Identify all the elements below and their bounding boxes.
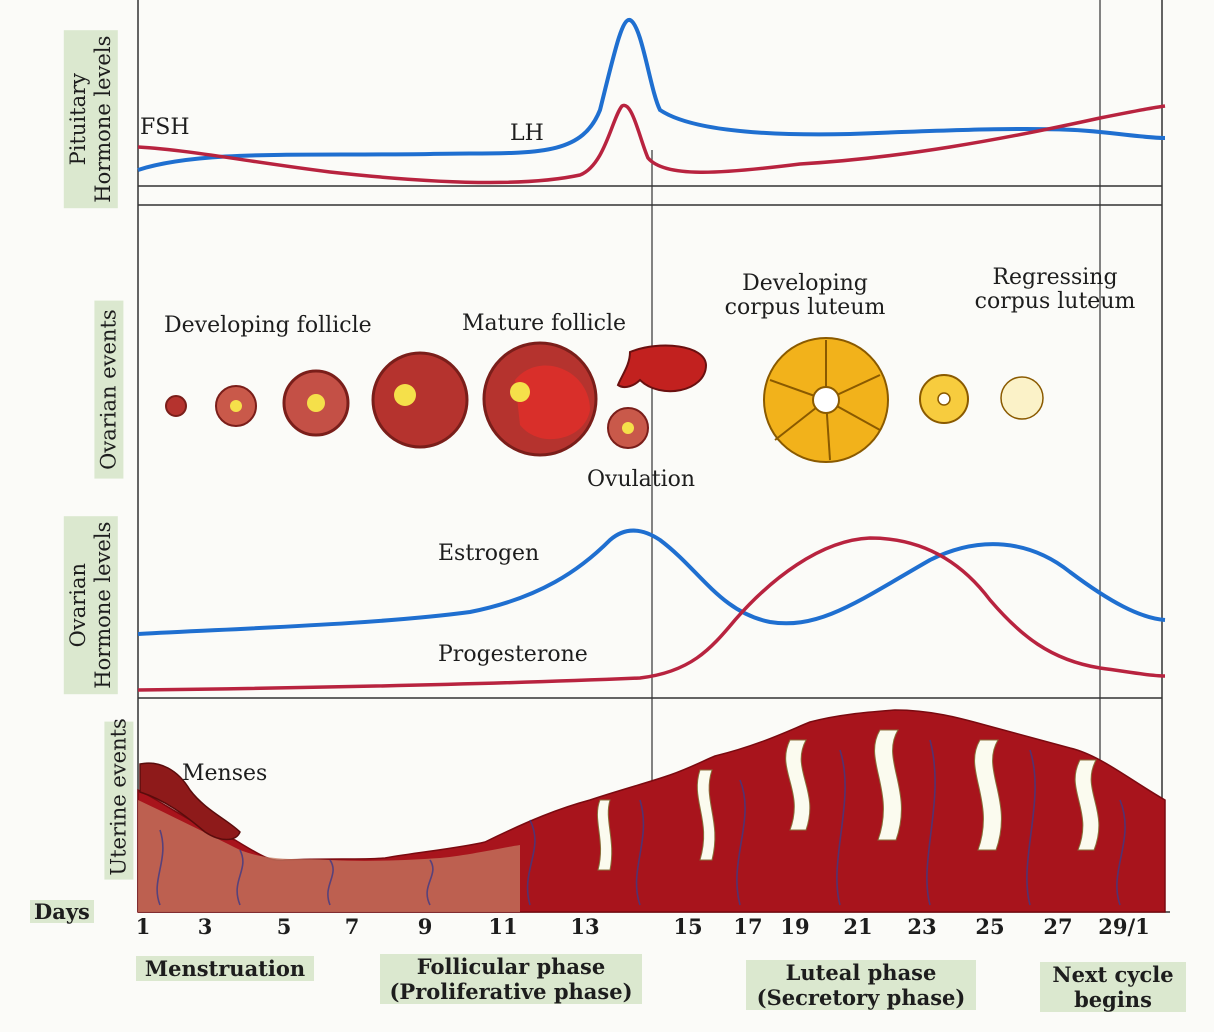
developing-corpus-luteum-label: Developing corpus luteum [724, 271, 886, 321]
day-tick: 25 [975, 914, 1005, 939]
pituitary-hormone-levels-label: Pituitary Hormone levels [63, 30, 119, 209]
day-tick: 1 [135, 914, 151, 939]
spiral-arteries [156, 739, 1126, 906]
uterine-lining [137, 709, 1166, 913]
days-label: Days [30, 900, 94, 923]
ovarian-hormone-levels-label: Ovarian Hormone levels [63, 516, 119, 695]
day-tick: 19 [780, 914, 810, 939]
regressing-corpus-luteum-label: Regressing corpus luteum [974, 265, 1136, 315]
day-tick: 13 [570, 914, 600, 939]
day-tick: 15 [673, 914, 703, 939]
day-tick: 23 [907, 914, 937, 939]
menstruation-label: Menstruation [136, 956, 314, 982]
fsh-curve [137, 103, 1166, 185]
day-tick: 29/1 [1098, 914, 1150, 939]
day-tick: 11 [488, 914, 518, 939]
ovarian-events-label: Ovarian events [94, 300, 124, 479]
lh-curve [137, 18, 1166, 172]
fsh-label: FSH [140, 115, 190, 140]
menses-flow [139, 762, 241, 841]
estrogen-curve [137, 528, 1166, 636]
ovarian-follicles [165, 341, 708, 457]
next-cycle-label: Next cycle begins [1040, 962, 1186, 1013]
ovulation-label: Ovulation [587, 467, 696, 492]
progesterone-curve [137, 536, 1166, 692]
day-tick: 7 [344, 914, 360, 939]
mature-follicle-label: Mature follicle [462, 311, 627, 336]
progesterone-label: Progesterone [438, 642, 588, 667]
day-tick: 3 [197, 914, 213, 939]
day-tick: 17 [733, 914, 763, 939]
developing-follicle-label: Developing follicle [164, 313, 372, 338]
corpus-luteum [763, 337, 1044, 463]
lh-label: LH [510, 121, 544, 146]
follicular-phase-label: Follicular phase (Proliferative phase) [380, 954, 642, 1005]
day-tick: 5 [276, 914, 292, 939]
day-tick: 9 [417, 914, 433, 939]
menses-label: Menses [182, 761, 268, 786]
day-tick: 21 [843, 914, 873, 939]
uterine-glands [596, 729, 1100, 871]
luteal-phase-label: Luteal phase (Secretory phase) [746, 960, 976, 1011]
day-tick: 27 [1043, 914, 1073, 939]
uterine-events-label: Uterine events [104, 718, 134, 880]
estrogen-label: Estrogen [438, 541, 540, 566]
